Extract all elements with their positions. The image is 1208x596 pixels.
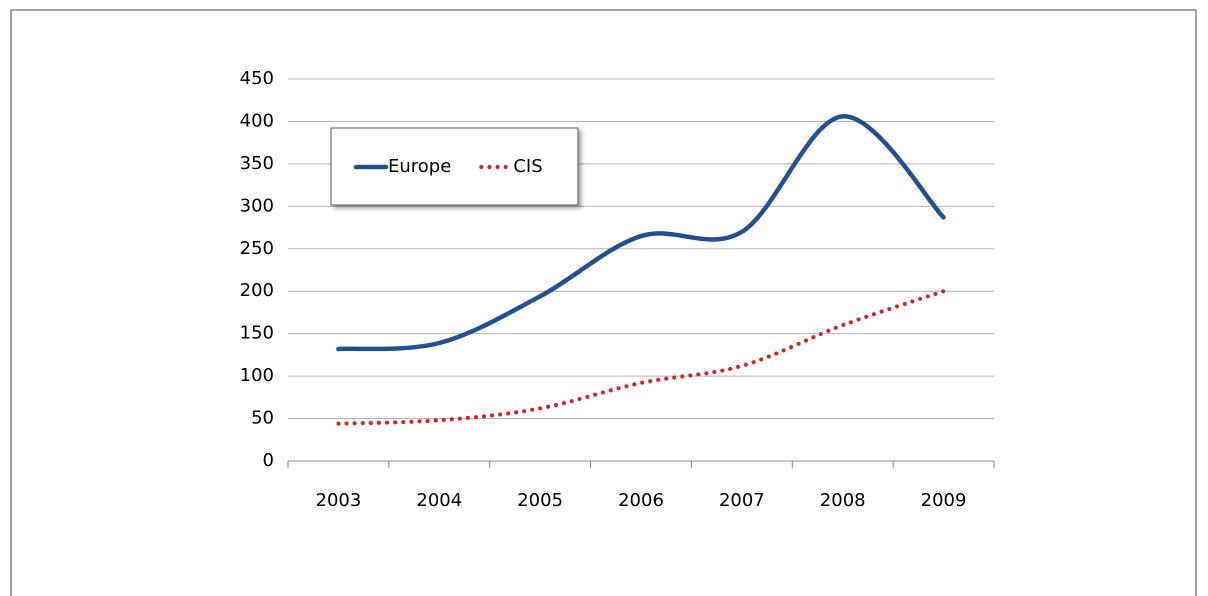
- line-series: [336, 114, 946, 352]
- y-tick-label: 50: [251, 408, 274, 429]
- y-tick-label: 250: [240, 238, 274, 259]
- y-tick-label: 100: [240, 365, 274, 386]
- x-tick-label: 2003: [316, 490, 362, 511]
- y-tick-label: 200: [240, 280, 274, 301]
- y-tick-label: 0: [263, 450, 274, 471]
- y-tick-label: 350: [240, 153, 274, 174]
- legend-label: Europe: [388, 156, 451, 177]
- x-tick-label: 2006: [618, 490, 664, 511]
- y-tick-label: 150: [240, 323, 274, 344]
- y-tick-label: 300: [240, 195, 274, 216]
- line-series: [336, 289, 946, 426]
- x-tick-label: 2009: [921, 490, 967, 511]
- x-tick-label: 2004: [416, 490, 462, 511]
- x-tick-label: 2007: [719, 490, 765, 511]
- x-tick-label: 2005: [517, 490, 563, 511]
- legend: Europe CIS: [330, 127, 579, 206]
- chart-frame: [10, 9, 1197, 596]
- legend-label: CIS: [513, 156, 542, 177]
- x-tick-label: 2008: [820, 490, 866, 511]
- y-tick-label: 400: [240, 110, 274, 131]
- y-tick-label: 450: [240, 68, 274, 89]
